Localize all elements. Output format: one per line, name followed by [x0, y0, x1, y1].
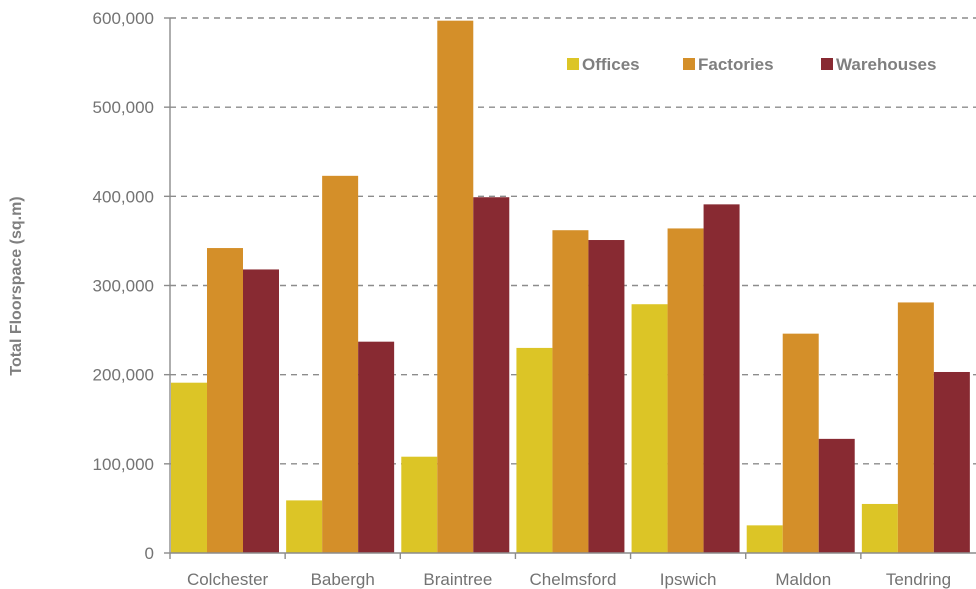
legend: Offices Factories Warehouses	[567, 55, 936, 74]
bar-factories-babergh	[322, 175, 359, 553]
x-tick-label: Colchester	[187, 570, 269, 589]
bar-warehouses-ipswich	[703, 204, 740, 553]
x-tick-label: Chelmsford	[530, 570, 617, 589]
bar-offices-babergh	[286, 500, 323, 553]
legend-label: Offices	[582, 55, 640, 74]
y-tick-label: 200,000	[93, 366, 154, 385]
bar-warehouses-maldon	[818, 438, 855, 553]
legend-item-offices: Offices	[567, 55, 640, 74]
y-tick-label: 100,000	[93, 455, 154, 474]
x-tick-label: Ipswich	[660, 570, 717, 589]
bar-warehouses-chelmsford	[588, 240, 625, 553]
bar-warehouses-braintree	[473, 197, 510, 553]
y-axis-ticks: 0 100,000 200,000 300,000 400,000 500,000 600,…	[93, 9, 170, 563]
x-tick-label: Babergh	[311, 570, 375, 589]
bars	[171, 20, 970, 554]
bar-offices-ipswich	[631, 304, 668, 553]
bar-factories-maldon	[782, 333, 819, 553]
bar-offices-tendring	[861, 503, 898, 553]
legend-swatch	[821, 58, 833, 70]
x-tick-label: Maldon	[775, 570, 831, 589]
bar-offices-braintree	[401, 456, 438, 553]
bar-factories-chelmsford	[552, 230, 589, 553]
bar-factories-colchester	[207, 248, 243, 554]
legend-item-factories: Factories	[683, 55, 774, 74]
bar-offices-chelmsford	[516, 347, 553, 553]
x-tick-label: Tendring	[886, 570, 951, 589]
y-tick-label: 400,000	[93, 187, 154, 206]
bar-factories-braintree	[437, 20, 474, 554]
y-tick-label: 300,000	[93, 277, 154, 296]
legend-swatch	[683, 58, 695, 70]
bar-warehouses-tendring	[933, 371, 970, 553]
bar-warehouses-babergh	[358, 341, 395, 553]
x-tick-label: Braintree	[423, 570, 492, 589]
y-tick-label: 600,000	[93, 9, 154, 28]
bar-factories-ipswich	[667, 228, 704, 553]
legend-swatch	[567, 58, 579, 70]
legend-item-warehouses: Warehouses	[821, 55, 936, 74]
bar-offices-maldon	[746, 525, 783, 553]
bar-warehouses-colchester	[243, 269, 279, 553]
y-tick-label: 0	[145, 544, 154, 563]
bar-factories-tendring	[897, 302, 934, 553]
axes	[169, 18, 976, 554]
y-tick-label: 500,000	[93, 98, 154, 117]
legend-label: Factories	[698, 55, 774, 74]
legend-label: Warehouses	[836, 55, 936, 74]
y-axis-label: Total Floorspace (sq.m)	[8, 196, 25, 375]
bar-offices-colchester	[171, 382, 207, 553]
x-axis-ticks: Colchester Babergh Braintree Chelmsford Ipsw…	[169, 553, 951, 589]
